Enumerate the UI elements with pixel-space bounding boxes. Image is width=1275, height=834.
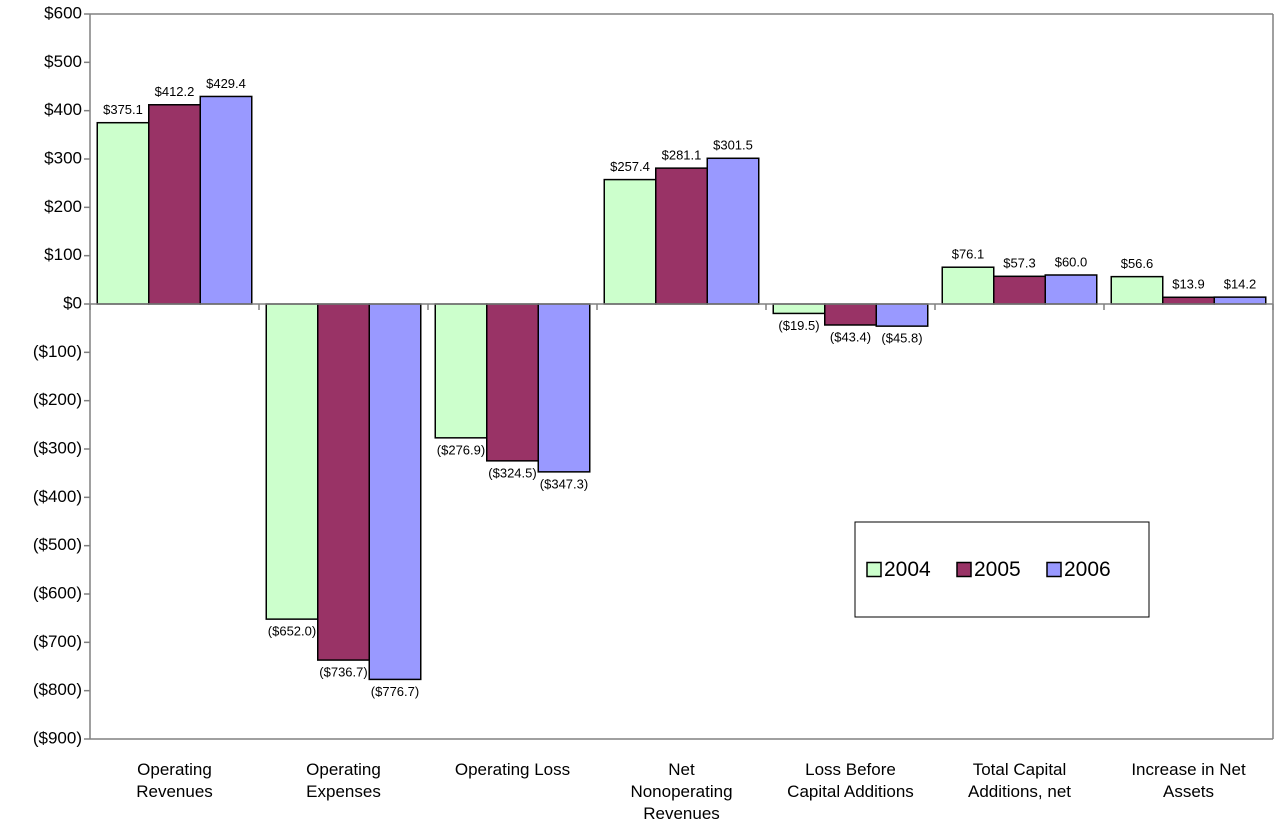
y-tick-label: ($200) <box>33 390 82 409</box>
bar <box>824 303 877 326</box>
data-label: $57.3 <box>1003 256 1036 271</box>
data-label: $56.6 <box>1121 256 1154 271</box>
y-tick-label: $300 <box>44 148 82 167</box>
y-tick-label: $400 <box>44 100 82 119</box>
data-label: ($45.8) <box>881 331 922 346</box>
bar <box>1162 296 1215 305</box>
data-label: ($276.9) <box>437 442 485 457</box>
y-tick-label: ($900) <box>33 728 82 747</box>
data-label: $60.0 <box>1055 254 1088 269</box>
data-label: ($347.3) <box>540 476 588 491</box>
bar <box>199 95 253 305</box>
bar <box>148 104 201 305</box>
data-label: ($652.0) <box>268 624 316 639</box>
x-tick-label: Increase in Net Assets <box>1131 760 1246 801</box>
bar <box>1110 275 1164 305</box>
legend-label: 2004 <box>884 558 931 581</box>
bar <box>434 303 488 439</box>
legend-label: 2006 <box>1064 558 1111 581</box>
bar <box>1044 274 1098 305</box>
bar <box>1213 296 1267 305</box>
y-tick-label: $600 <box>44 3 82 22</box>
y-tick-label: $0 <box>63 293 82 312</box>
x-tick-label: Loss Before Capital Additions <box>787 760 914 801</box>
bar <box>875 303 929 327</box>
data-label: ($776.7) <box>371 684 419 699</box>
x-tick-label: Total Capital Additions, net <box>967 760 1071 801</box>
legend-swatch <box>1046 561 1062 578</box>
bar <box>603 178 657 305</box>
bar <box>96 121 150 305</box>
y-tick-label: ($700) <box>33 632 82 651</box>
bar <box>772 303 826 315</box>
data-label: $76.1 <box>952 247 985 262</box>
y-tick-label: $200 <box>44 197 82 216</box>
data-label: $429.4 <box>206 76 246 91</box>
data-label: $14.2 <box>1224 277 1257 292</box>
y-tick-label: $500 <box>44 52 82 71</box>
bar <box>537 303 591 473</box>
x-tick-label: Operating Revenues <box>136 760 213 801</box>
legend-box <box>854 521 1150 618</box>
bar <box>486 303 539 462</box>
legend-swatch <box>956 561 972 578</box>
data-label: ($736.7) <box>319 665 367 680</box>
y-tick-label: ($600) <box>33 583 82 602</box>
bar <box>368 303 422 681</box>
data-label: ($43.4) <box>830 329 871 344</box>
y-tick-label: ($300) <box>33 438 82 457</box>
legend-label: 2005 <box>974 558 1021 581</box>
y-tick-label: ($500) <box>33 535 82 554</box>
x-tick-label: Net Nonoperating Revenues <box>630 760 733 823</box>
y-tick-label: ($100) <box>33 342 82 361</box>
data-label: $281.1 <box>662 148 702 163</box>
legend-swatch <box>866 561 882 578</box>
bar <box>941 266 995 305</box>
bar <box>317 303 370 661</box>
data-label: ($19.5) <box>778 318 819 333</box>
bar <box>993 275 1046 305</box>
y-tick-label: ($800) <box>33 680 82 699</box>
data-label: $375.1 <box>103 102 143 117</box>
data-label: $412.2 <box>155 84 195 99</box>
y-tick-label: ($400) <box>33 487 82 506</box>
data-label: $13.9 <box>1172 277 1205 292</box>
x-tick-label: Operating Loss <box>454 760 571 779</box>
data-label: $301.5 <box>713 138 753 153</box>
bar <box>265 303 319 620</box>
bar <box>706 157 760 305</box>
x-tick-label: Operating Expenses <box>306 760 381 801</box>
bar <box>655 167 708 305</box>
data-label: $257.4 <box>610 159 650 174</box>
data-label: ($324.5) <box>488 465 536 480</box>
y-tick-label: $100 <box>44 245 82 264</box>
